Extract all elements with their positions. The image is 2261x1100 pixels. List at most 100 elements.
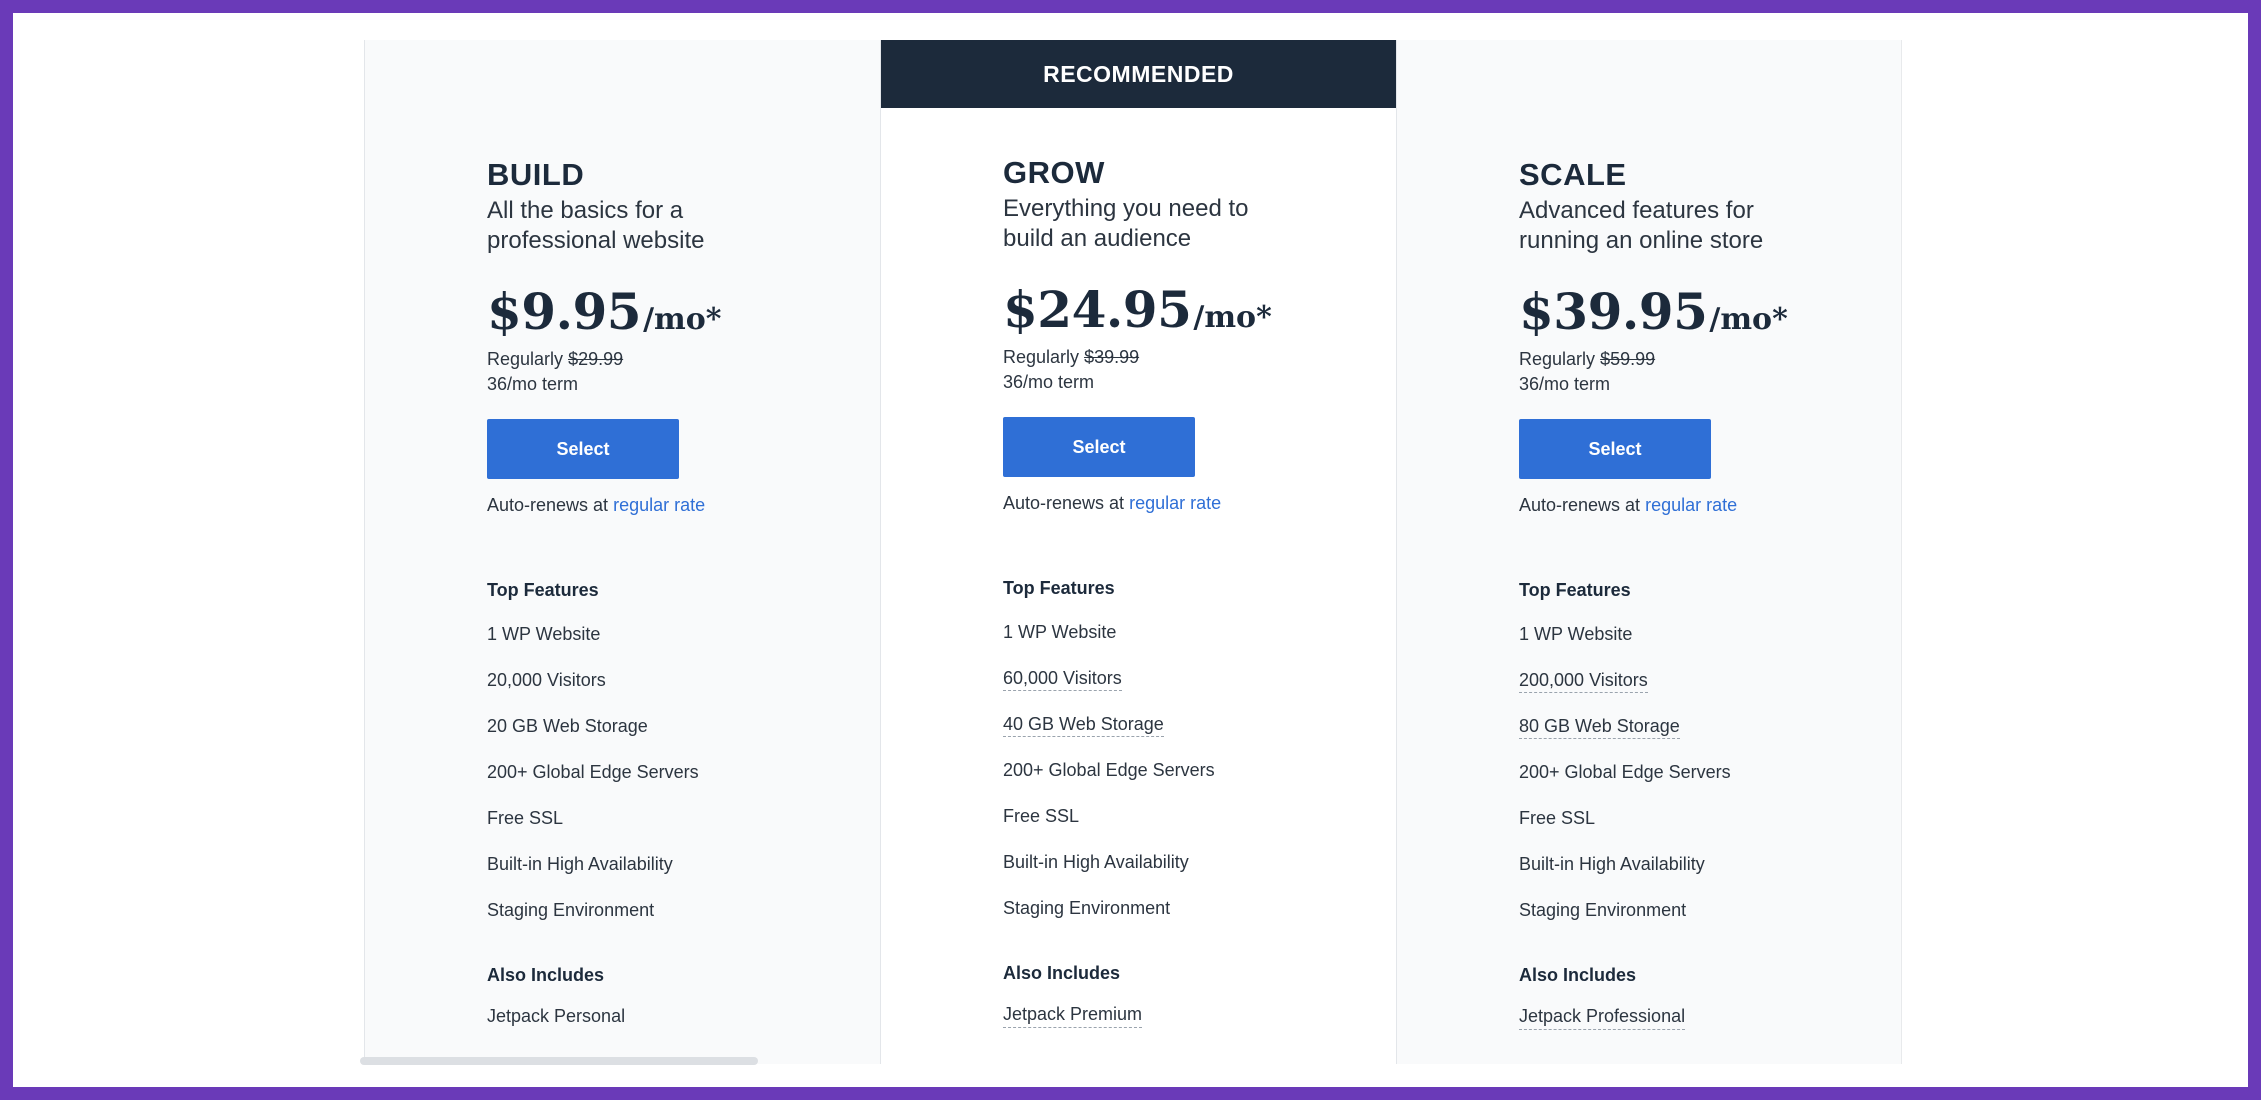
price-row: $9.95 /mo* (487, 282, 860, 341)
feature-item: 80 GB Web Storage (1519, 703, 1881, 749)
feature-text: Built-in High Availability (1003, 852, 1189, 873)
plan-term: 36/mo term (487, 374, 579, 395)
price-period: /mo* (643, 302, 722, 338)
pricing-table: BUILD All the basics for a professional … (364, 40, 1902, 1064)
horizontal-scrollbar[interactable] (360, 1057, 758, 1065)
feature-text: 1 WP Website (1519, 624, 1633, 645)
regular-price: $29.99 (568, 349, 624, 370)
feature-item: Staging Environment (1519, 887, 1881, 933)
feature-item: 200+ Global Edge Servers (1003, 747, 1376, 793)
feature-item: Free SSL (487, 795, 860, 841)
plan-price: $24.95 (1003, 280, 1192, 340)
plan-content: SCALE Advanced features for running an o… (1519, 156, 1881, 1031)
feature-text: 20 GB Web Storage (487, 716, 648, 737)
plan-tagline: Everything you need to build an audience (1003, 195, 1249, 253)
feature-item: 200+ Global Edge Servers (1519, 749, 1881, 795)
regular-label: Regularly (1003, 347, 1080, 368)
feature-item: Built-in High Availability (1519, 841, 1881, 887)
plan-card-scale: SCALE Advanced features for running an o… (1396, 40, 1902, 1064)
select-button-grow[interactable]: Select (1003, 417, 1195, 478)
plan-term: 36/mo term (1519, 374, 1611, 395)
plan-price: $9.95 (487, 282, 642, 342)
also-includes-item: Jetpack Personal (487, 1006, 626, 1027)
feature-text: Staging Environment (487, 900, 655, 921)
regular-rate-link[interactable]: regular rate (1645, 495, 1738, 516)
plan-content: GROW Everything you need to build an aud… (1003, 154, 1376, 1029)
feature-item: 20 GB Web Storage (487, 703, 860, 749)
feature-item: Free SSL (1519, 795, 1881, 841)
autorenew-note: Auto-renews at regular rate (1003, 493, 1376, 514)
also-includes-item[interactable]: Jetpack Premium (1003, 1004, 1143, 1029)
feature-item: Staging Environment (487, 887, 860, 933)
feature-item: 1 WP Website (487, 611, 860, 657)
select-button-scale[interactable]: Select (1519, 419, 1711, 480)
also-includes-item[interactable]: Jetpack Professional (1519, 1006, 1686, 1031)
feature-item: Staging Environment (1003, 885, 1376, 931)
recommended-ribbon: RECOMMENDED (881, 40, 1396, 108)
feature-list: 1 WP Website 60,000 Visitors 40 GB Web S… (1003, 609, 1376, 931)
feature-item: 20,000 Visitors (487, 657, 860, 703)
autorenew-text: Auto-renews at (1519, 495, 1641, 516)
plan-tagline: All the basics for a professional websit… (487, 197, 705, 255)
autorenew-note: Auto-renews at regular rate (487, 495, 860, 516)
feature-item: Built-in High Availability (487, 841, 860, 887)
regular-label: Regularly (487, 349, 564, 370)
price-row: $24.95 /mo* (1003, 280, 1376, 339)
regular-rate-link[interactable]: regular rate (613, 495, 706, 516)
plan-name: BUILD (487, 157, 585, 192)
feature-text: Built-in High Availability (487, 854, 673, 875)
regular-rate-link[interactable]: regular rate (1129, 493, 1222, 514)
top-features-heading: Top Features (1003, 578, 1115, 599)
autorenew-note: Auto-renews at regular rate (1519, 495, 1881, 516)
feature-item: 60,000 Visitors (1003, 655, 1376, 701)
feature-tooltip-text[interactable]: 80 GB Web Storage (1519, 716, 1680, 740)
feature-tooltip-text[interactable]: 40 GB Web Storage (1003, 714, 1164, 738)
feature-text: 200+ Global Edge Servers (487, 762, 699, 783)
also-includes-heading: Also Includes (1519, 965, 1637, 986)
feature-text: 1 WP Website (487, 624, 601, 645)
plan-price: $39.95 (1519, 282, 1708, 342)
feature-tooltip-text[interactable]: 200,000 Visitors (1519, 670, 1648, 694)
plan-card-grow: RECOMMENDED GROW Everything you need to … (880, 40, 1396, 1064)
select-button-build[interactable]: Select (487, 419, 679, 480)
plan-term: 36/mo term (1003, 372, 1095, 393)
feature-text: Free SSL (1519, 808, 1596, 829)
also-includes-heading: Also Includes (1003, 963, 1121, 984)
feature-text: 20,000 Visitors (487, 670, 606, 691)
plan-name: SCALE (1519, 157, 1627, 192)
autorenew-text: Auto-renews at (487, 495, 609, 516)
regular-price: $59.99 (1600, 349, 1656, 370)
top-features-heading: Top Features (1519, 580, 1631, 601)
feature-text: 200+ Global Edge Servers (1003, 760, 1215, 781)
regular-price-line: Regularly $59.99 (1519, 349, 1881, 370)
feature-text: 1 WP Website (1003, 622, 1117, 643)
autorenew-text: Auto-renews at (1003, 493, 1125, 514)
feature-item: 200+ Global Edge Servers (487, 749, 860, 795)
feature-item: 1 WP Website (1519, 611, 1881, 657)
feature-text: 200+ Global Edge Servers (1519, 762, 1731, 783)
feature-item: 1 WP Website (1003, 609, 1376, 655)
price-period: /mo* (1709, 302, 1788, 338)
feature-list: 1 WP Website 200,000 Visitors 80 GB Web … (1519, 611, 1881, 933)
feature-item: 40 GB Web Storage (1003, 701, 1376, 747)
regular-label: Regularly (1519, 349, 1596, 370)
feature-text: Free SSL (487, 808, 564, 829)
feature-text: Built-in High Availability (1519, 854, 1705, 875)
feature-item: 200,000 Visitors (1519, 657, 1881, 703)
price-period: /mo* (1193, 300, 1272, 336)
feature-tooltip-text[interactable]: 60,000 Visitors (1003, 668, 1122, 692)
feature-text: Staging Environment (1519, 900, 1687, 921)
plan-name: GROW (1003, 155, 1105, 190)
feature-text: Staging Environment (1003, 898, 1171, 919)
regular-price-line: Regularly $29.99 (487, 349, 860, 370)
regular-price: $39.99 (1084, 347, 1140, 368)
feature-text: Free SSL (1003, 806, 1080, 827)
plan-card-build: BUILD All the basics for a professional … (364, 40, 880, 1064)
price-row: $39.95 /mo* (1519, 282, 1881, 341)
plan-content: BUILD All the basics for a professional … (487, 156, 860, 1027)
feature-item: Free SSL (1003, 793, 1376, 839)
top-features-heading: Top Features (487, 580, 599, 601)
feature-list: 1 WP Website 20,000 Visitors 20 GB Web S… (487, 611, 860, 933)
plan-tagline: Advanced features for running an online … (1519, 197, 1764, 255)
feature-item: Built-in High Availability (1003, 839, 1376, 885)
